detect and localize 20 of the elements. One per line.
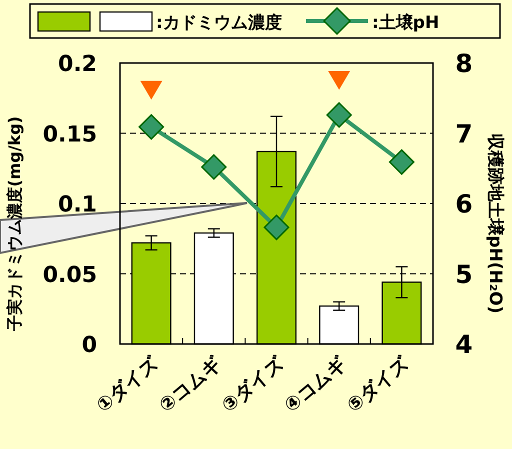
x-tick-label: ⑤ダイズ: [342, 352, 414, 417]
y2-tick-label: 7: [455, 119, 473, 148]
point: [326, 102, 352, 128]
legend-label: :土壌pH: [372, 13, 440, 33]
y2-tick-label: 4: [455, 330, 473, 359]
y2-tick-label: 8: [455, 49, 473, 78]
point: [264, 214, 290, 240]
point: [201, 154, 227, 180]
y-tick-label: 0: [82, 333, 97, 358]
legend-label: :カドミウム濃度: [156, 13, 282, 33]
point: [388, 149, 414, 175]
y2-tick-label: 5: [455, 260, 473, 289]
y-axis-title: 子実カドミウム濃度(mg/kg): [5, 116, 24, 332]
y2-axis-title: 収穫跡地土壌pH(H₂O): [485, 133, 505, 314]
y-tick-label: 0.15: [42, 122, 97, 148]
y-tick-label: 0.05: [42, 262, 97, 288]
point: [138, 114, 164, 140]
y-tick-label: 0.1: [58, 192, 97, 218]
y2-tick-label: 6: [455, 190, 473, 218]
y-tick-label: 0.2: [58, 52, 97, 77]
